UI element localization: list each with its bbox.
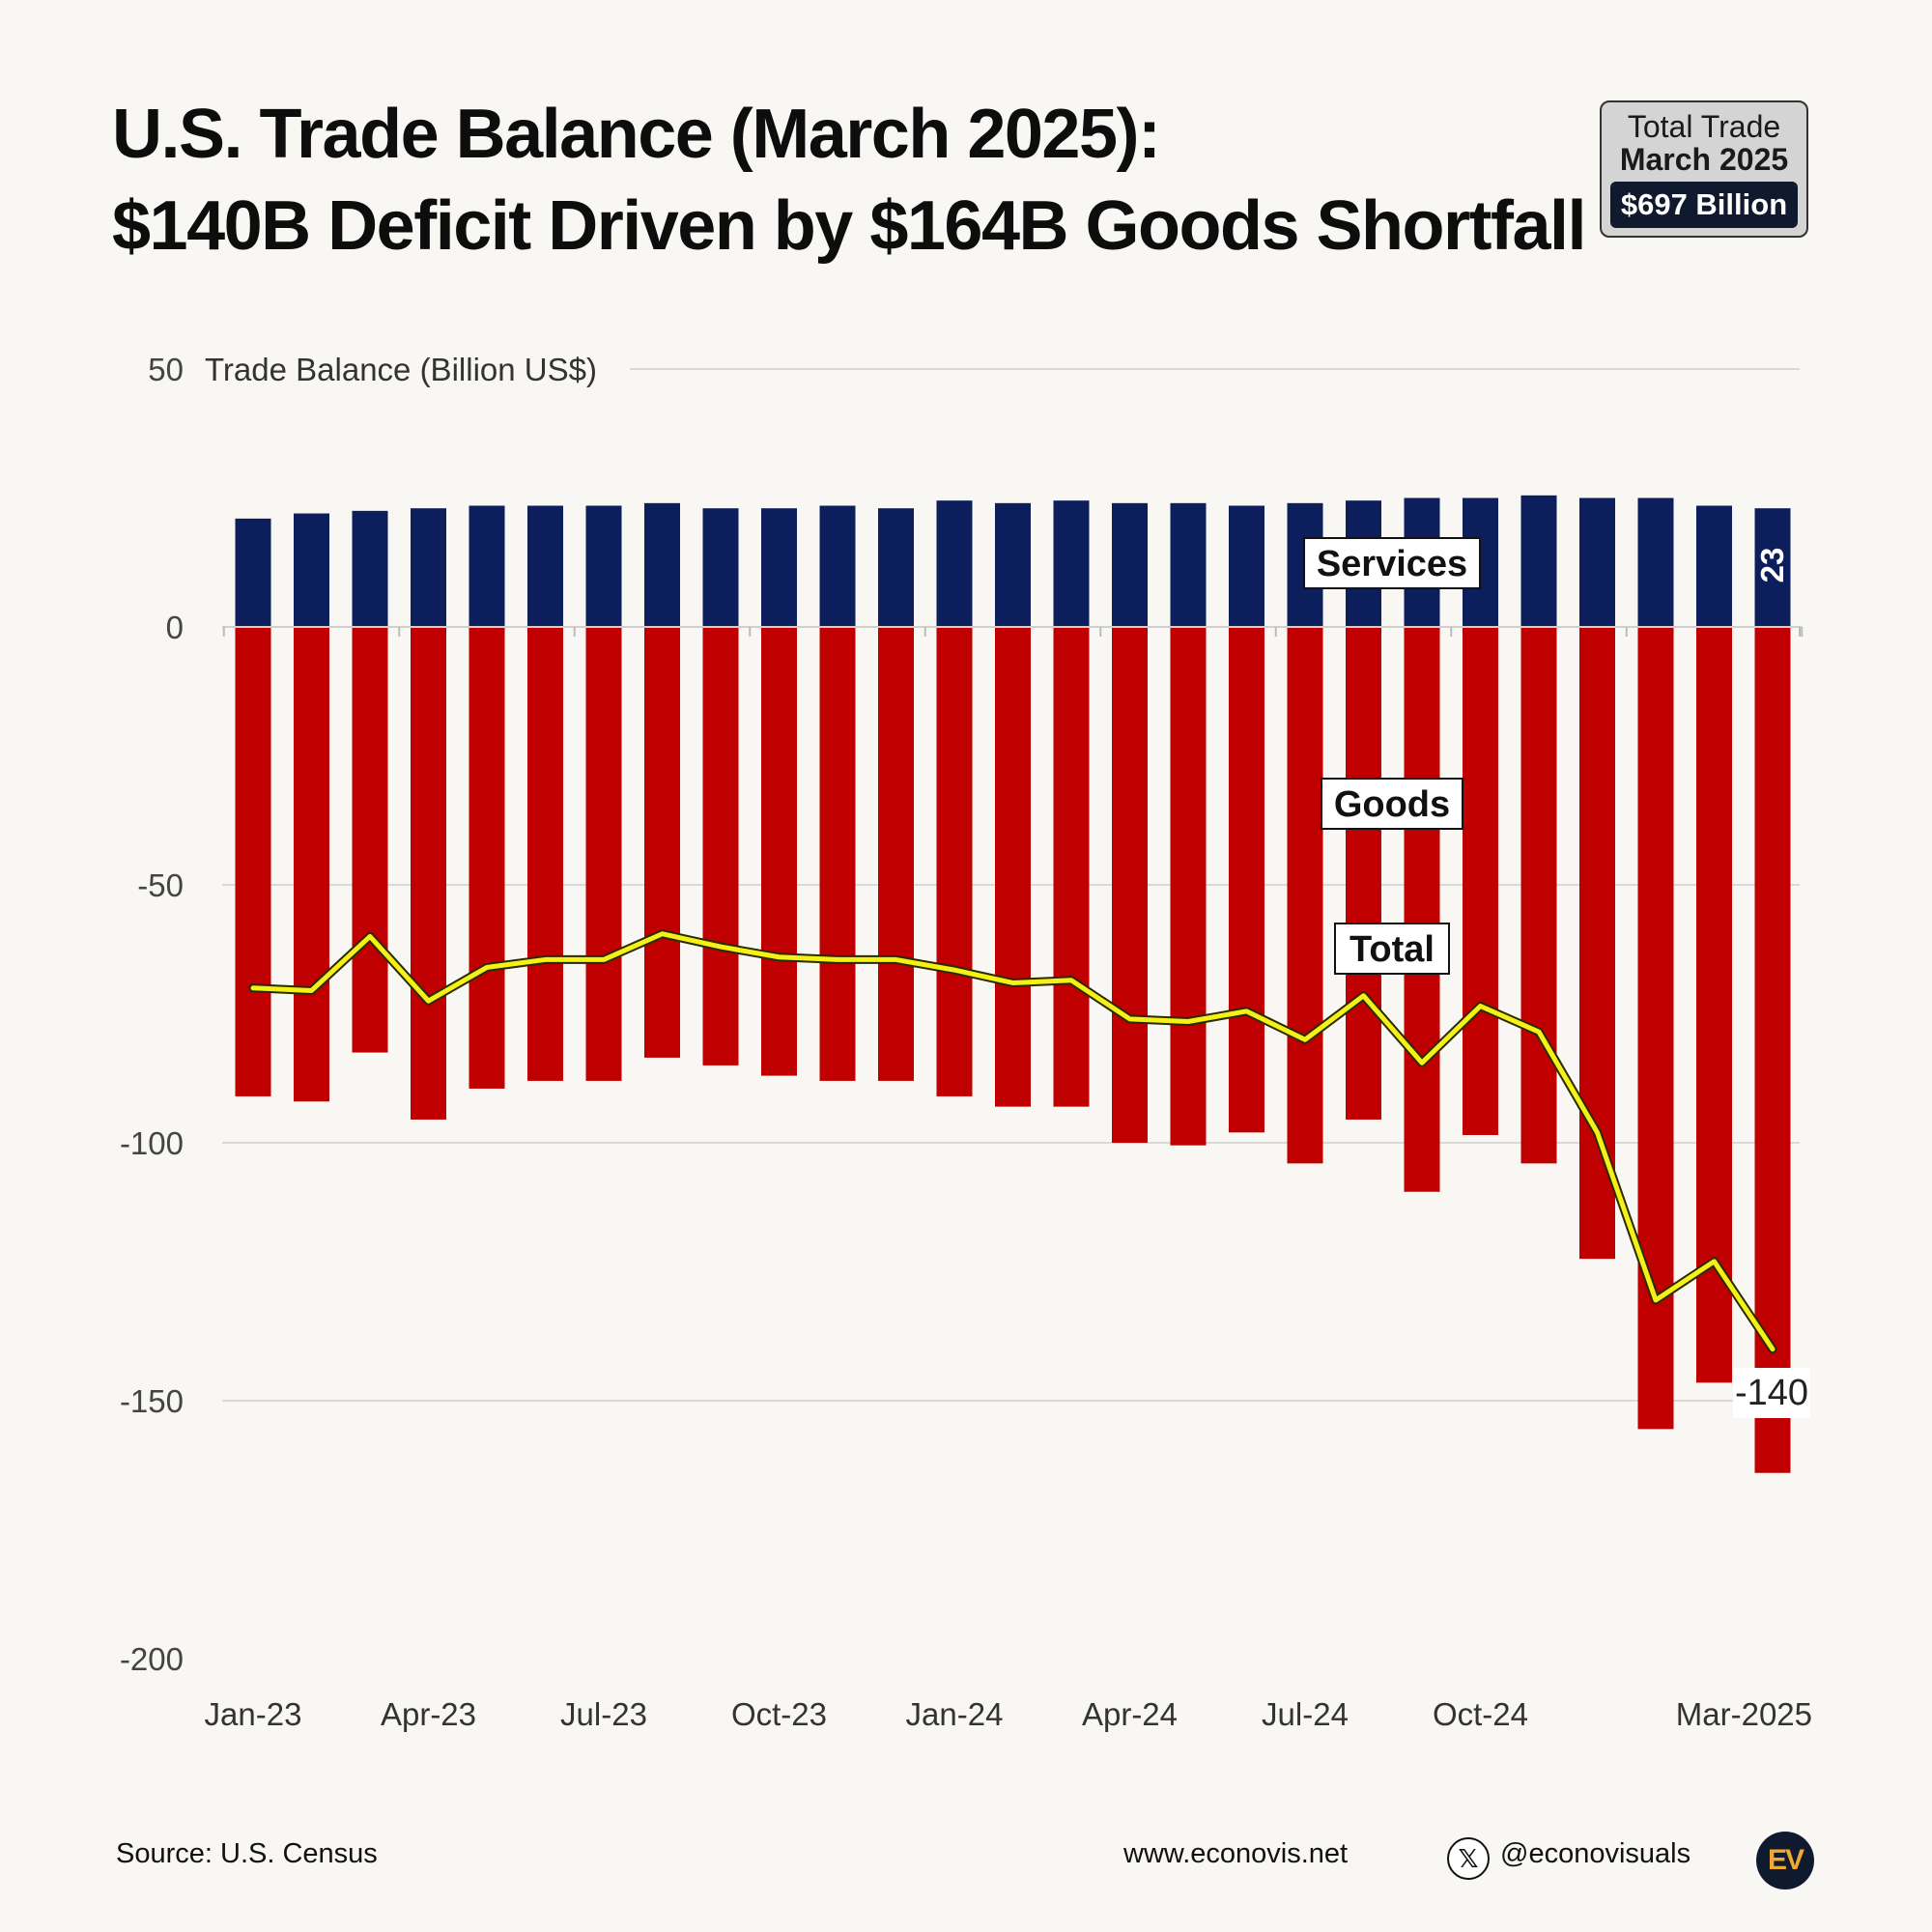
chart-labels: 50 0 -50 -100 -150 -200 Trade Balance (Billion… (120, 352, 1812, 1732)
chart-title: U.S. Trade Balance (March 2025): $140B D… (112, 89, 1587, 272)
services-bar (1053, 500, 1090, 627)
services-bar (411, 508, 446, 627)
goods-bar (1112, 627, 1148, 1143)
total-label-box (1334, 923, 1450, 975)
goods-bar (936, 627, 973, 1096)
goods-bar (1229, 627, 1264, 1133)
x-tick-label: Mar-2025 (1676, 1696, 1812, 1732)
bars (235, 495, 1791, 1473)
x-tick-label: Apr-23 (381, 1696, 476, 1732)
services-bar (1579, 497, 1615, 627)
total-end-value-bg (1733, 1368, 1810, 1418)
services-bar (585, 505, 622, 627)
x-tick-label: Jan-24 (906, 1696, 1004, 1732)
y-tick-label: -150 (120, 1383, 184, 1419)
services-bar (294, 513, 329, 627)
services-bar (761, 508, 797, 627)
x-tick-label: Oct-23 (731, 1696, 827, 1732)
x-tick-label: Jul-23 (560, 1696, 647, 1732)
website-link[interactable]: www.econovis.net (1123, 1838, 1349, 1869)
goods-bar (469, 627, 505, 1089)
goods-bar (294, 627, 329, 1102)
services-bar (235, 518, 271, 627)
total-label: Total (1350, 929, 1435, 970)
goods-bar (411, 627, 446, 1120)
services-bar (995, 502, 1031, 627)
x-tick-label: Jan-23 (205, 1696, 302, 1732)
goods-label-box (1321, 778, 1463, 830)
goods-bar (761, 627, 797, 1076)
social-handle[interactable]: @econovisuals (1500, 1838, 1691, 1869)
goods-bar (1520, 627, 1557, 1164)
goods-bar (1637, 627, 1674, 1430)
services-bar (1637, 497, 1674, 627)
goods-bar (1696, 627, 1732, 1383)
goods-bar (527, 627, 563, 1081)
badge-label: Total Trade (1627, 109, 1781, 144)
y-tick-label: -50 (137, 867, 184, 903)
services-bar (352, 510, 388, 627)
badge-period: March 2025 (1619, 142, 1789, 177)
total-line (248, 929, 1777, 1354)
goods-bar (702, 627, 739, 1065)
goods-bar (1463, 627, 1498, 1135)
services-bar (1754, 508, 1791, 627)
services-bar (819, 505, 856, 627)
goods-bar (1346, 627, 1381, 1120)
services-bar (1520, 495, 1557, 627)
title-line-1: U.S. Trade Balance (March 2025): (112, 96, 1161, 173)
goods-bar (995, 627, 1031, 1107)
goods-label: Goods (1334, 784, 1450, 825)
services-bar (527, 505, 563, 627)
goods-bar (235, 627, 271, 1096)
total-trade-badge: Total Trade March 2025 $697 Billion (1600, 100, 1808, 238)
econovis-logo: EV (1756, 1832, 1814, 1889)
services-bar (469, 505, 505, 627)
services-bar (1229, 505, 1264, 627)
services-end-value: 23 (1754, 548, 1790, 583)
services-bar (878, 508, 914, 627)
y-axis-label: Trade Balance (Billion US$) (205, 352, 597, 387)
services-bar (1112, 502, 1148, 627)
y-tick-label: 0 (166, 610, 184, 645)
total-line-path (250, 931, 1776, 1352)
x-tick-label: Jul-24 (1262, 1696, 1349, 1732)
goods-bar (1053, 627, 1090, 1107)
services-bar (702, 508, 739, 627)
y-tick-label: -200 (120, 1641, 184, 1677)
services-label: Services (1317, 544, 1467, 584)
services-bar (1170, 502, 1207, 627)
goods-bar (1287, 627, 1323, 1164)
total-end-value: -140 (1735, 1373, 1808, 1413)
services-bar (644, 502, 680, 627)
x-tick-label: Oct-24 (1433, 1696, 1528, 1732)
goods-bar (1170, 627, 1207, 1146)
x-tick-label: Apr-24 (1082, 1696, 1178, 1732)
x-logo-icon[interactable]: 𝕏 (1447, 1837, 1490, 1880)
goods-bar (585, 627, 622, 1081)
services-bar (1696, 505, 1732, 627)
y-tick-label: 50 (148, 352, 184, 387)
goods-bar (1404, 627, 1440, 1192)
badge-value: $697 Billion (1610, 182, 1798, 228)
services-label-box (1303, 537, 1481, 589)
title-line-2: $140B Deficit Driven by $164B Goods Shor… (112, 187, 1587, 265)
goods-bar (644, 627, 680, 1058)
goods-bar (819, 627, 856, 1081)
source-note: Source: U.S. Census (116, 1838, 378, 1869)
services-bar (936, 500, 973, 627)
y-tick-label: -100 (120, 1125, 184, 1161)
goods-bar (878, 627, 914, 1081)
zero-axis (222, 626, 1804, 637)
goods-bar (352, 627, 388, 1053)
